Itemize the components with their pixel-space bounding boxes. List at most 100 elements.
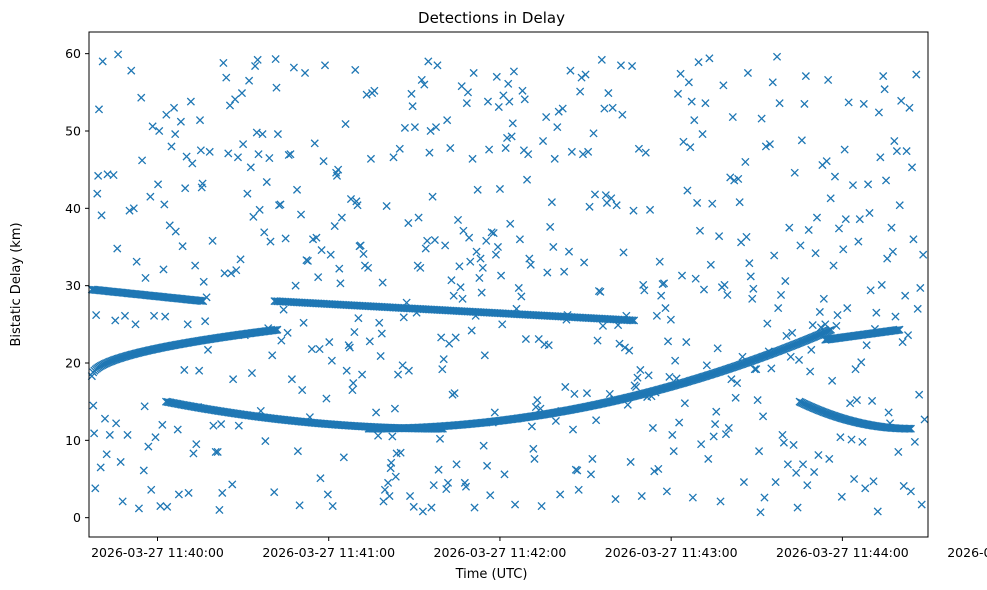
detection-point: [819, 294, 828, 303]
detection-point: [202, 293, 211, 302]
detection-point: [512, 304, 521, 313]
detection-point: [447, 276, 456, 285]
detection-point: [388, 432, 397, 441]
detection-point: [704, 454, 713, 463]
detection-point: [786, 352, 795, 361]
detection-point: [237, 89, 247, 98]
detection-point: [504, 79, 513, 88]
y-tick-label: 30: [65, 278, 81, 293]
detection-point: [728, 113, 737, 122]
detection-point: [154, 180, 163, 189]
detection-point: [821, 320, 830, 329]
detection-point: [317, 246, 326, 255]
detection-point: [560, 267, 569, 276]
detection-point: [806, 367, 815, 376]
detection-point: [414, 213, 423, 222]
detection-point: [699, 285, 709, 294]
detection-point: [165, 221, 174, 230]
detection-point: [492, 72, 501, 81]
detection-point: [336, 279, 345, 288]
detection-point: [796, 241, 805, 250]
detection-point: [527, 422, 536, 431]
detection-point: [148, 122, 157, 131]
detection-point: [254, 150, 263, 159]
detection-point: [296, 210, 306, 219]
detection-point: [785, 223, 794, 232]
detection-point: [435, 434, 445, 443]
detection-point: [264, 324, 273, 333]
detection-point: [161, 312, 170, 321]
detection-point: [416, 263, 425, 272]
detection-point: [906, 424, 915, 433]
detection-point: [763, 319, 772, 328]
x-tick-label: 2026-03-27 11:45:00: [947, 545, 987, 560]
x-axis-label: Time (UTC): [455, 567, 528, 582]
detection-point: [596, 287, 605, 296]
detection-point: [195, 116, 205, 125]
detection-point: [774, 304, 783, 313]
detection-point: [585, 202, 594, 211]
detection-point: [843, 304, 852, 313]
detection-point: [335, 264, 344, 273]
detection-point: [452, 460, 461, 469]
detection-point: [346, 194, 356, 204]
detection-point: [125, 206, 134, 215]
detection-point: [723, 290, 732, 299]
detection-point: [174, 490, 183, 499]
detection-point: [803, 481, 812, 490]
detection-point: [739, 478, 748, 487]
detection-point: [365, 337, 374, 346]
detection-point: [186, 97, 195, 106]
detection-point: [208, 236, 217, 245]
detection-point: [218, 488, 227, 497]
y-tick-label: 50: [65, 123, 81, 138]
detection-point: [258, 130, 267, 139]
detection-point: [669, 447, 678, 456]
detection-point: [561, 382, 570, 392]
detection-point: [570, 389, 579, 398]
detection-point: [912, 70, 921, 79]
detection-point: [366, 154, 376, 163]
detection-point: [782, 331, 791, 340]
detection-point: [222, 73, 231, 82]
detection-point: [618, 110, 627, 119]
detection-point: [506, 219, 515, 228]
detection-point: [562, 315, 571, 324]
detection-point: [688, 493, 697, 502]
detection-point: [193, 403, 203, 412]
detection-point: [567, 147, 576, 156]
detection-point: [123, 430, 132, 439]
detection-point: [89, 401, 98, 410]
detection-point: [578, 150, 588, 159]
detection-point: [427, 503, 436, 512]
detection-point: [189, 449, 198, 458]
detection-point: [191, 261, 200, 270]
detection-point: [864, 180, 873, 189]
detection-point: [417, 75, 426, 85]
detection-point: [273, 130, 282, 139]
detection-point: [881, 176, 891, 185]
detection-point: [779, 438, 788, 447]
detection-point: [919, 250, 928, 259]
detection-point: [757, 114, 766, 123]
detection-point: [490, 408, 499, 417]
detection-point: [424, 57, 433, 66]
detection-point: [558, 104, 567, 113]
detection-point: [482, 236, 491, 245]
detection-point: [507, 132, 516, 141]
detection-point: [865, 208, 874, 218]
detection-point: [387, 458, 396, 467]
detection-point: [634, 144, 643, 153]
detection-point: [276, 200, 285, 209]
detection-point: [232, 266, 241, 275]
detection-point: [494, 102, 503, 112]
detection-point: [345, 343, 354, 352]
detection-point: [793, 503, 802, 512]
detection-point: [171, 227, 180, 236]
detection-point: [195, 366, 204, 375]
detection-point: [485, 145, 494, 154]
detection-point: [332, 171, 342, 180]
detection-point: [132, 257, 141, 266]
detection-point: [233, 153, 243, 162]
detection-point: [112, 419, 121, 428]
